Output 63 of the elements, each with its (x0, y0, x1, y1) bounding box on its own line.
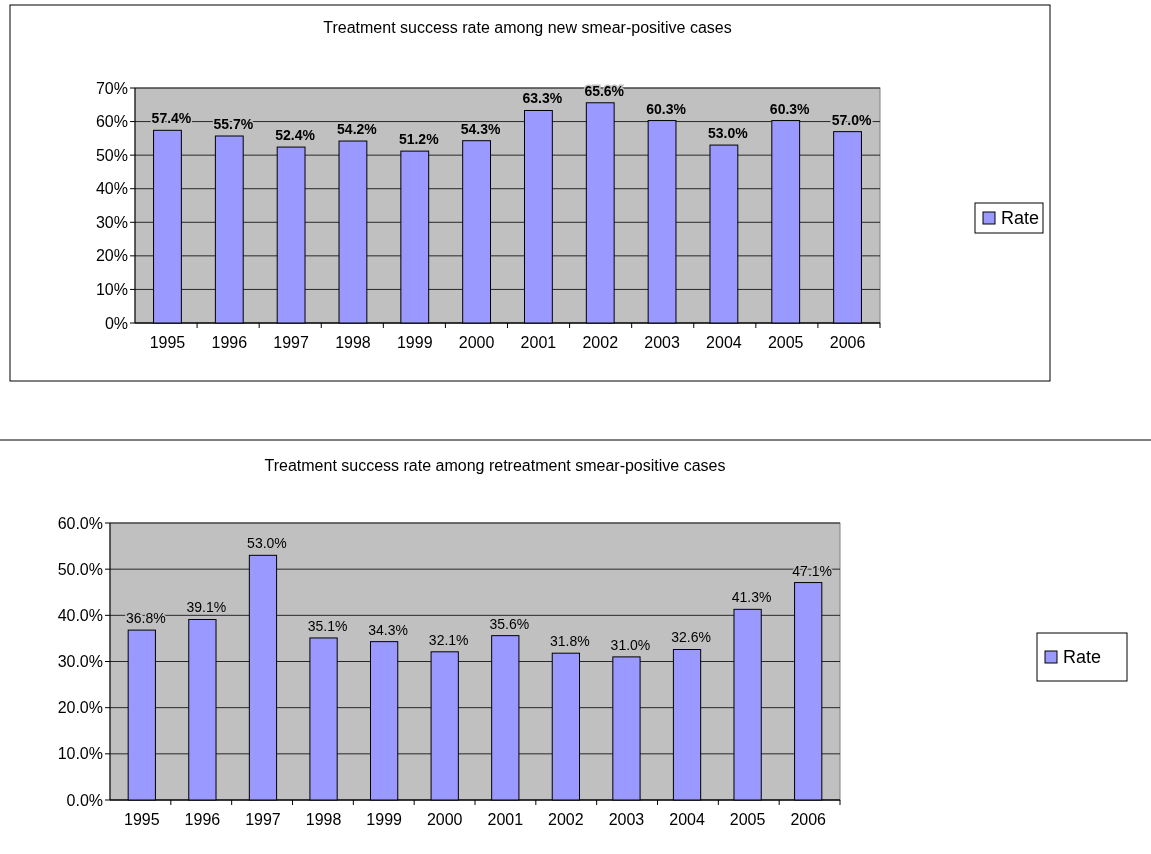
data-label: 52.4% (275, 127, 316, 144)
x-tick-label: 1996 (184, 811, 221, 828)
x-tick-label: 1995 (124, 811, 160, 828)
x-tick-label: 1997 (273, 334, 310, 351)
legend-label: Rate (1001, 208, 1040, 229)
y-tick-label: 50% (95, 146, 128, 164)
x-tick-label: 1997 (245, 811, 281, 828)
x-tick-label: 2003 (608, 811, 645, 828)
y-tick-label: 40% (95, 180, 128, 198)
data-label: 35.6% (489, 615, 530, 632)
data-label: 63.3% (522, 90, 563, 107)
x-tick-label: 2004 (669, 811, 705, 828)
x-tick-label: 1995 (149, 334, 186, 351)
x-tick-label: 2005 (729, 811, 766, 828)
x-tick-label: 2006 (790, 811, 827, 828)
data-label: 39.1% (186, 599, 227, 616)
y-tick-label: 20.0% (57, 699, 103, 717)
data-label: 51.2% (398, 131, 440, 148)
data-label: 41.3% (731, 589, 772, 606)
y-tick-label: 30.0% (57, 653, 103, 671)
y-tick-label: 60% (95, 113, 128, 131)
x-tick-label: 1999 (366, 811, 403, 828)
data-label: 54.3% (460, 120, 501, 137)
y-tick-label: 10.0% (57, 745, 103, 763)
y-tick-label: 70% (95, 79, 128, 97)
data-label: 65.6% (584, 82, 625, 99)
y-tick-label: 10% (95, 281, 128, 299)
chart-title: Treatment success rate among new smear-positive cases (323, 19, 732, 36)
x-tick-label: 2001 (520, 334, 557, 351)
legend-label: Rate (1063, 647, 1102, 668)
data-label: 31.0% (610, 636, 651, 653)
x-tick-label: 1996 (211, 334, 248, 351)
data-label: 53.0% (247, 535, 287, 552)
data-label: 32.1% (428, 631, 469, 648)
data-label: 60.3% (646, 100, 687, 117)
data-label: 60.3% (769, 100, 811, 117)
y-tick-label: 0% (104, 314, 128, 332)
x-tick-label: 2002 (548, 811, 584, 828)
data-label: 35.1% (307, 617, 348, 634)
y-tick-label: 30% (95, 213, 128, 231)
x-tick-label: 2004 (706, 334, 742, 351)
x-tick-label: 2005 (767, 334, 804, 351)
y-tick-label: 40.0% (57, 606, 103, 624)
data-label: 47.1% (792, 562, 833, 579)
data-label: 32.6% (671, 629, 711, 646)
x-tick-label: 1999 (396, 334, 433, 351)
y-tick-label: 60.0% (57, 514, 103, 532)
x-tick-label: 1998 (335, 334, 371, 351)
x-tick-label: 2001 (487, 811, 524, 828)
x-tick-label: 2002 (582, 334, 619, 351)
chart-title: Treatment success rate among retreatment smear-positive cases (264, 457, 726, 474)
y-tick-label: 20% (95, 247, 128, 265)
x-tick-label: 2003 (644, 334, 680, 351)
y-tick-label: 50.0% (57, 560, 103, 578)
x-tick-label: 2000 (458, 334, 495, 351)
x-tick-label: 2006 (829, 334, 866, 351)
data-label: 31.8% (550, 633, 590, 650)
x-tick-label: 1998 (305, 811, 342, 828)
data-label: 53.0% (708, 125, 749, 142)
data-label: 34.3% (368, 621, 408, 638)
y-tick-label: 0.0% (66, 791, 103, 809)
x-tick-label: 2000 (426, 811, 463, 828)
data-label: 54.2% (337, 121, 378, 138)
